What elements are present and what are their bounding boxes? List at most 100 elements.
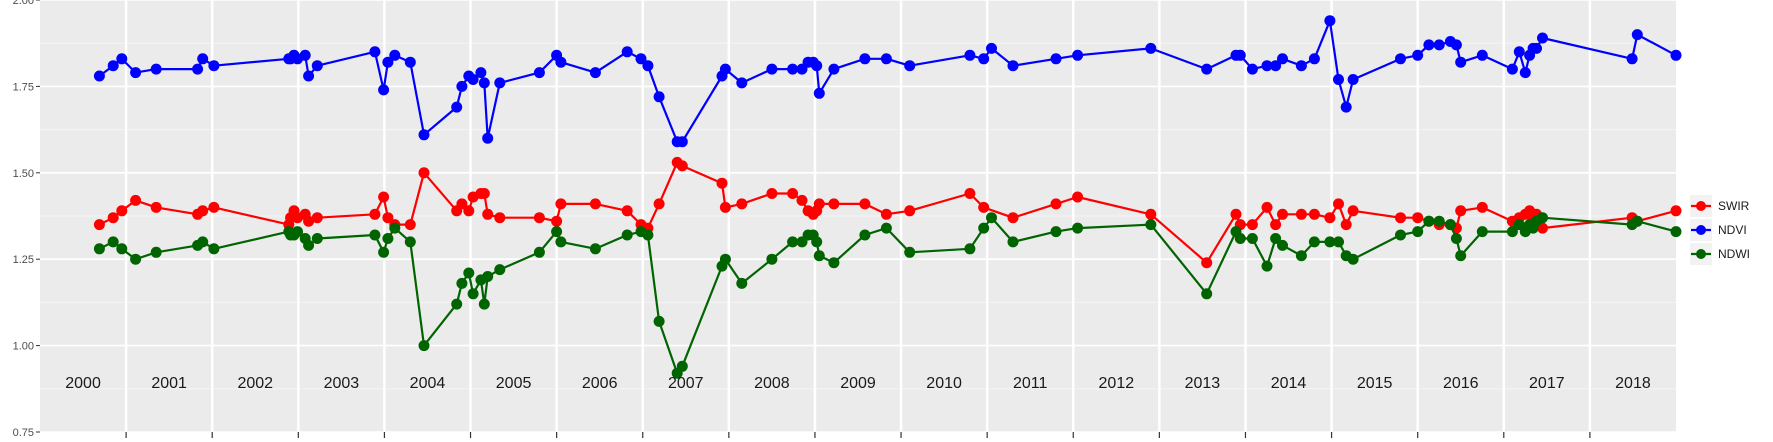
data-point-ndwi (208, 243, 220, 255)
year-label: 2007 (668, 375, 704, 392)
data-point-swir (1324, 212, 1336, 224)
y-tick-label: 1.75 (13, 81, 34, 93)
data-point-ndwi (719, 253, 731, 265)
data-point-swir (130, 194, 142, 206)
data-point-ndwi (828, 257, 840, 269)
data-point-swir (828, 198, 840, 210)
year-label: 2001 (151, 375, 187, 392)
data-point-ndvi (107, 60, 119, 72)
year-label: 2003 (324, 375, 360, 392)
data-point-ndvi (404, 56, 416, 68)
data-point-swir (1261, 201, 1273, 213)
legend-key-point (1696, 201, 1706, 211)
data-point-ndvi (116, 53, 128, 65)
data-point-ndwi (1433, 215, 1445, 227)
data-point-ndvi (642, 60, 654, 72)
data-point-swir (1395, 212, 1406, 224)
data-point-swir (653, 198, 665, 210)
data-point-ndvi (1631, 29, 1643, 41)
data-point-swir (1201, 257, 1213, 269)
data-point-swir (589, 198, 601, 210)
data-point-swir (1476, 201, 1488, 213)
data-point-swir (1412, 212, 1424, 224)
data-point-ndwi (621, 229, 633, 241)
data-point-ndvi (676, 136, 688, 148)
data-point-ndwi (467, 288, 479, 300)
data-point-ndvi (1340, 101, 1352, 113)
data-point-swir (1333, 198, 1344, 210)
data-point-swir (1340, 219, 1352, 231)
data-point-ndvi (1308, 53, 1320, 65)
year-label: 2006 (582, 375, 618, 392)
data-point-ndwi (1261, 260, 1273, 272)
series-ndvi (93, 15, 1682, 148)
legend-label: SWIR (1718, 199, 1750, 213)
data-point-ndwi (811, 236, 823, 248)
data-point-ndvi (533, 67, 545, 79)
data-point-ndvi (859, 53, 871, 65)
data-point-swir (621, 205, 633, 217)
data-point-swir (150, 201, 162, 213)
data-point-ndvi (811, 60, 823, 72)
data-point-ndvi (1277, 53, 1288, 65)
data-point-ndwi (1246, 233, 1258, 244)
year-label: 2017 (1529, 375, 1565, 392)
data-point-ndvi (478, 77, 490, 89)
data-point-ndwi (1072, 222, 1084, 234)
data-point-swir (494, 212, 506, 224)
data-point-ndvi (1537, 32, 1548, 44)
data-point-ndvi (1050, 53, 1062, 65)
data-point-ndvi (1270, 60, 1282, 72)
data-point-ndvi (813, 87, 825, 99)
data-point-ndwi (904, 246, 916, 258)
series-layer (93, 15, 1682, 379)
data-point-ndvi (1412, 49, 1424, 61)
legend-item-ndwi: NDWI (1690, 243, 1750, 265)
y-tick-label: 2.00 (13, 0, 34, 7)
data-point-ndwi (494, 264, 506, 276)
data-point-ndwi (1670, 226, 1682, 238)
data-point-ndvi (389, 49, 401, 61)
data-point-ndwi (1444, 219, 1456, 231)
data-point-ndvi (1324, 15, 1336, 27)
data-point-swir (1347, 205, 1359, 217)
data-point-ndwi (813, 250, 825, 262)
data-point-ndwi (1506, 226, 1518, 238)
data-point-swir (1145, 208, 1157, 220)
data-point-ndvi (1455, 56, 1467, 68)
data-point-ndwi (964, 243, 976, 255)
y-tick-label: 1.00 (13, 341, 34, 353)
data-point-ndvi (1347, 74, 1359, 85)
legend-label: NDWI (1718, 247, 1750, 261)
data-point-ndvi (382, 56, 394, 68)
data-point-ndwi (642, 229, 654, 241)
year-label: 2014 (1271, 375, 1307, 392)
data-point-ndvi (635, 53, 647, 65)
data-point-ndvi (197, 53, 209, 65)
data-point-ndwi (1455, 250, 1467, 262)
data-point-swir (555, 198, 567, 210)
year-label: 2012 (1099, 375, 1135, 392)
year-label: 2008 (754, 375, 790, 392)
data-point-ndvi (482, 132, 494, 144)
year-label: 2004 (410, 375, 446, 392)
data-point-ndvi (986, 42, 997, 54)
data-point-ndvi (880, 53, 892, 65)
data-point-ndwi (107, 236, 119, 248)
data-point-ndvi (467, 74, 479, 85)
data-point-swir (311, 212, 323, 224)
data-point-ndvi (378, 84, 390, 96)
data-point-ndvi (451, 101, 463, 113)
data-point-ndwi (197, 236, 209, 248)
data-point-swir (1270, 219, 1282, 231)
data-point-swir (1455, 205, 1467, 217)
series-swir (93, 156, 1682, 269)
data-point-ndvi (1395, 53, 1406, 65)
data-point-ndvi (1433, 39, 1445, 51)
data-point-ndwi (404, 236, 416, 248)
data-point-ndvi (555, 56, 567, 68)
data-point-ndwi (1277, 239, 1288, 251)
data-point-swir (93, 219, 105, 231)
data-point-ndwi (1308, 236, 1320, 248)
year-label: 2016 (1443, 375, 1479, 392)
